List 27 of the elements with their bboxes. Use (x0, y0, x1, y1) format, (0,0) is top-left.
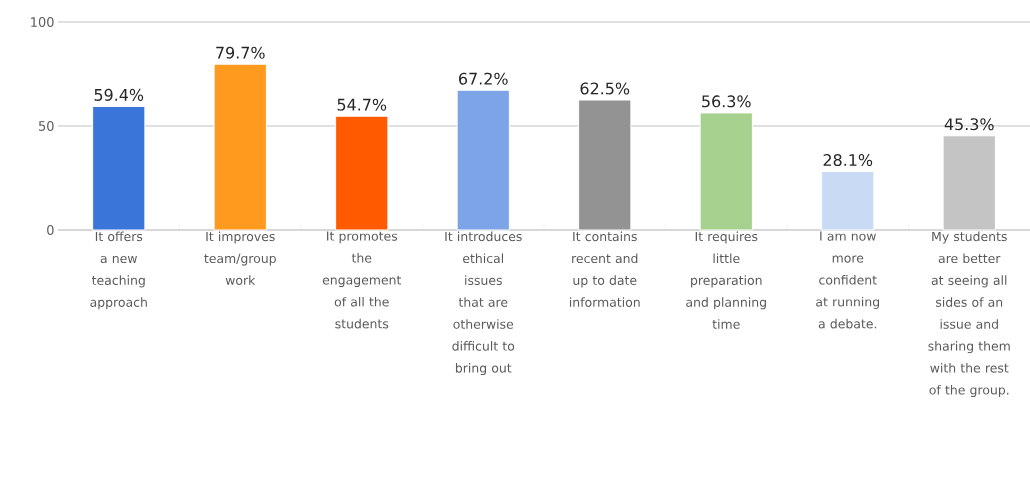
bar (578, 99, 632, 231)
y-tick-label: 0 (47, 225, 54, 235)
x-tick-label: It introduces ethical issues that are otherwise difficult to bring out (445, 231, 522, 376)
data-label: 54.7% (337, 98, 387, 111)
data-label: 62.5% (580, 82, 630, 95)
bar (213, 63, 267, 231)
x-tick-label: It improves team/group work (204, 231, 276, 285)
data-label: 59.4% (94, 88, 144, 101)
bar (942, 135, 996, 231)
bar (92, 105, 146, 231)
data-label: 28.1% (823, 153, 873, 167)
bar (699, 112, 753, 231)
x-tick-label: I am now more confident at running a debate. (816, 231, 879, 329)
y-tick-label: 50 (39, 121, 54, 131)
x-tick-label: It offers a new teaching approach (90, 231, 147, 310)
data-label: 79.7% (216, 46, 265, 59)
x-tick-label: It promotes the engagement of all the students (322, 231, 402, 329)
y-tick-label: 100 (31, 17, 54, 27)
data-label: 56.3% (702, 95, 751, 108)
bar (821, 171, 875, 231)
data-label: 45.3% (944, 118, 994, 131)
data-label: 67.2% (459, 72, 508, 85)
bar (335, 115, 389, 231)
x-tick-label: It contains recent and up to date information (569, 231, 640, 307)
bar (456, 89, 510, 231)
x-tick-label: It requires little preparation and planning time (686, 231, 766, 329)
x-tick-label: My students are better at seeing all sides of an issue and sharing them with the rest of the group. (928, 231, 1010, 397)
